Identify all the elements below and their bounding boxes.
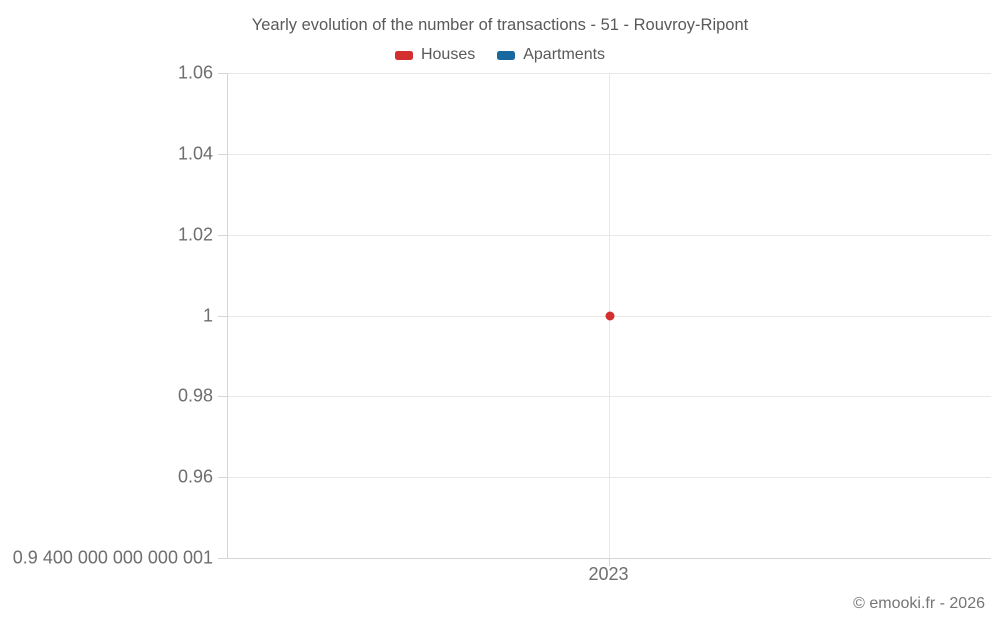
legend-item-houses[interactable]: Houses	[394, 46, 476, 64]
y-tick-label: 1.02	[177, 224, 213, 245]
legend-label-houses: Houses	[420, 46, 476, 63]
data-point-houses-2023[interactable]	[605, 311, 614, 320]
y-tick	[218, 477, 228, 479]
y-axis-labels: 1.06 1.04 1.02 1 0.98 0.96 0.9 400 000 000 000…	[0, 63, 213, 568]
footer-credit: © emooki.fr - 2026	[853, 595, 985, 612]
legend-item-apartments[interactable]: Apartments	[497, 46, 605, 64]
y-tick	[218, 234, 228, 236]
y-tick-label: 0.9 400 000 000 000 001	[12, 547, 213, 568]
y-tick	[218, 315, 228, 317]
y-tick-label: 1	[202, 305, 213, 325]
legend-swatch-houses	[394, 50, 413, 60]
chart-title: Yearly evolution of the number of transa…	[251, 16, 749, 34]
y-tick-label: 1.06	[177, 62, 213, 83]
y-tick	[218, 558, 228, 559]
legend-label-apartments: Apartments	[523, 46, 606, 63]
x-tick	[609, 558, 610, 566]
x-tick-label: 2023	[588, 564, 629, 584]
y-tick-label: 0.98	[177, 385, 213, 406]
legend-swatch-apartments	[497, 50, 516, 60]
y-tick	[218, 153, 228, 155]
y-tick-label: 1.04	[177, 143, 213, 164]
y-tick	[218, 396, 228, 398]
y-tick	[218, 73, 228, 74]
x-axis-labels: 2023	[227, 563, 990, 587]
plot-area	[218, 73, 991, 566]
legend: Houses Apartments	[0, 44, 1000, 66]
y-tick-label: 0.96	[177, 466, 213, 487]
